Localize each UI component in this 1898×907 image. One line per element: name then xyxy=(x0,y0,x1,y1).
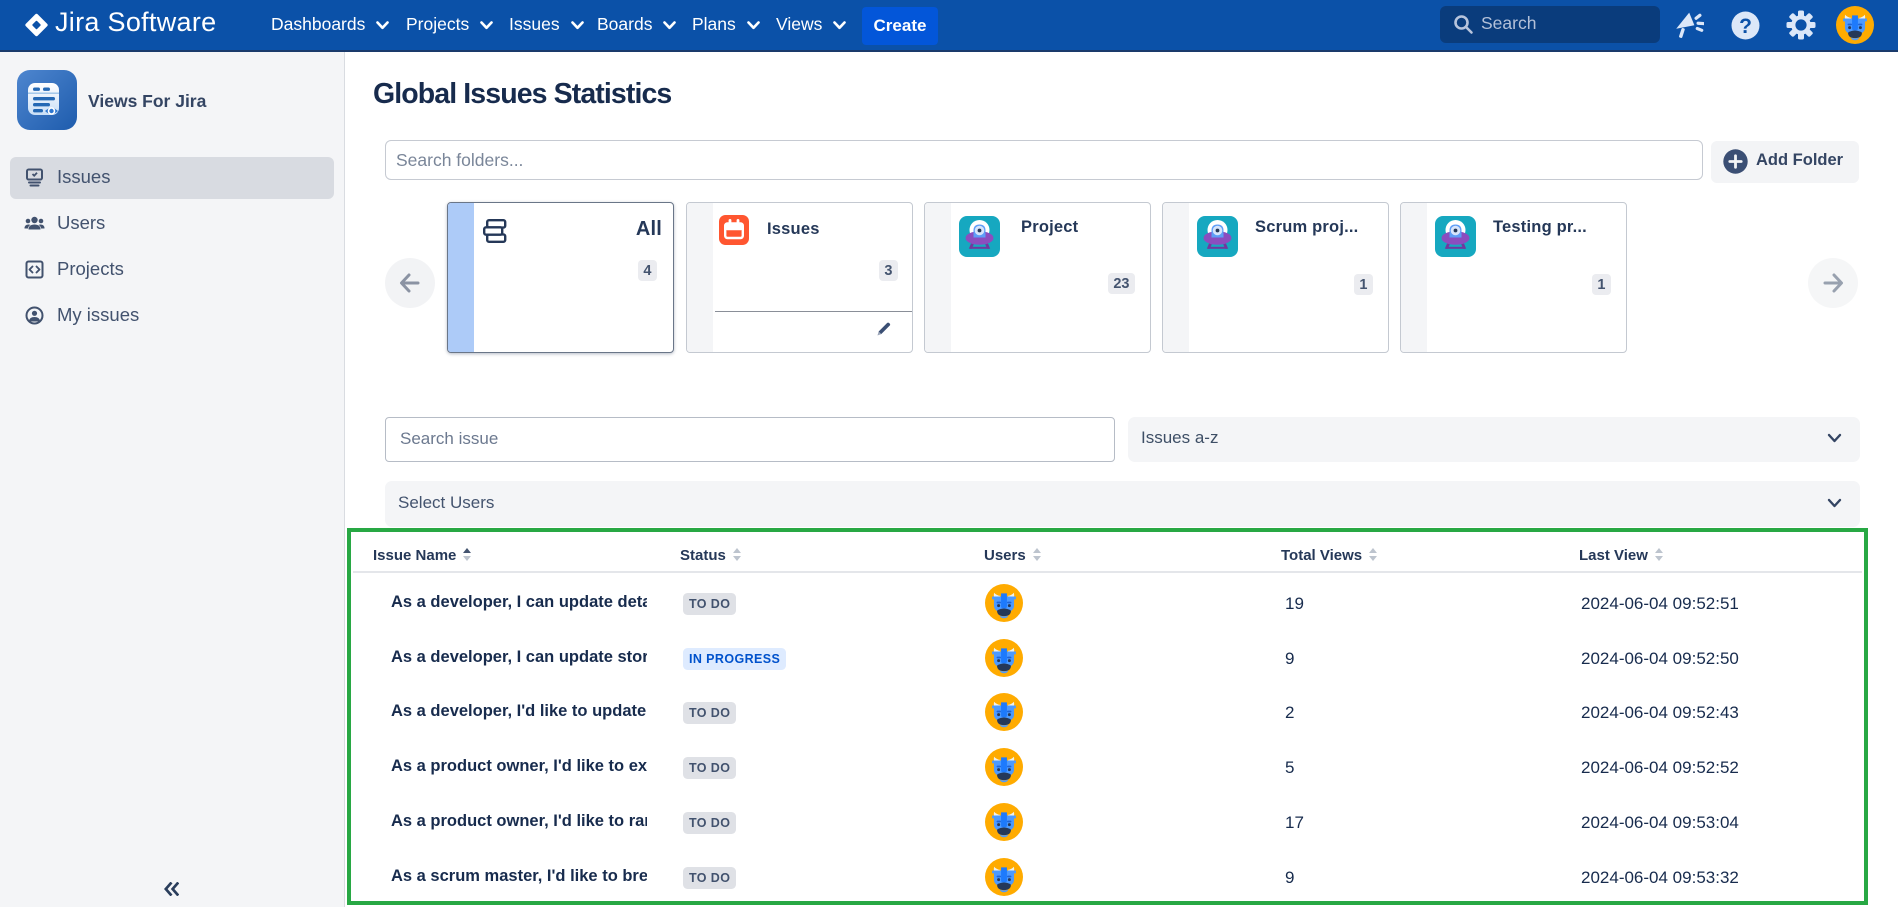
svg-text:?: ? xyxy=(1739,15,1752,38)
